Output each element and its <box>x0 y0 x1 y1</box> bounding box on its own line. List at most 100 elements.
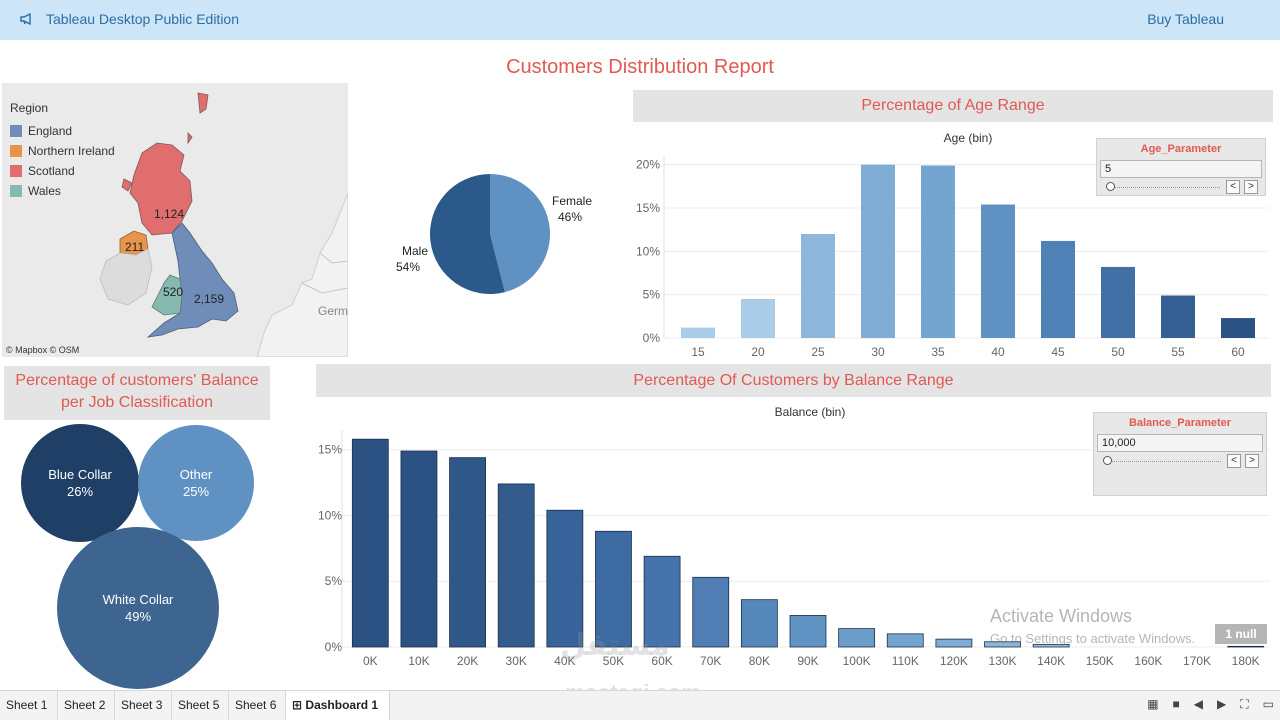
bar-10K[interactable] <box>400 450 438 648</box>
y-tick-label: 10% <box>636 244 660 258</box>
balance-bar-chart[interactable]: 0% 5% 10% 15% 0K 10K 20K 30K 40K 50K 60K 70K 80K 90K 1… <box>300 420 1280 675</box>
bar-100K[interactable] <box>838 628 876 648</box>
age-bar-chart[interactable]: 0% 5% 10% 15% 20% 15 20 25 30 35 40 45 50 55 60 <box>620 148 1280 363</box>
slider-knob[interactable] <box>1103 456 1112 465</box>
bubble-blue-collar[interactable] <box>21 424 139 542</box>
region-england <box>146 222 239 338</box>
age-parameter-next-button[interactable]: > <box>1244 180 1258 194</box>
job-bubble-chart[interactable]: Blue Collar 26% Other 25% White Collar 49% <box>0 420 280 690</box>
age-axis-title: Age (bin) <box>943 131 993 145</box>
y-tick-label: 0% <box>643 331 661 345</box>
region-map[interactable]: 1,124 211 520 2,159 Germ Region England … <box>2 83 348 357</box>
legend-label: Scotland <box>28 164 75 178</box>
bar-30K[interactable] <box>497 483 535 648</box>
tab-sheet-1[interactable]: Sheet 1 <box>0 691 58 720</box>
balance-parameter-slider[interactable]: < > <box>1097 452 1263 472</box>
bar-110K[interactable] <box>886 633 924 648</box>
map-canvas: 1,124 211 520 2,159 Germ <box>99 92 348 357</box>
y-tick-label: 5% <box>325 574 343 588</box>
grid-view-icon[interactable]: ■ <box>1172 697 1180 711</box>
age-parameter-input[interactable]: 5 <box>1100 160 1262 178</box>
region-legend: Region England Northern Ireland Scotland… <box>10 101 115 201</box>
bar-30[interactable] <box>861 164 895 338</box>
bar-90K[interactable] <box>789 615 827 648</box>
legend-swatch <box>10 185 22 197</box>
bar-20K[interactable] <box>449 457 486 648</box>
fullscreen-icon[interactable]: ⛶ <box>1240 697 1249 711</box>
legend-item-northern-ireland[interactable]: Northern Ireland <box>10 141 115 161</box>
bar-120K[interactable] <box>935 638 973 648</box>
map-attribution: © Mapbox © OSM <box>6 345 80 355</box>
x-tick-label: 15 <box>691 345 705 359</box>
bubble-pct: 25% <box>183 484 209 499</box>
age-parameter-prev-button[interactable]: < <box>1226 180 1240 194</box>
bar-40[interactable] <box>981 204 1015 338</box>
bar-140K[interactable] <box>1032 643 1070 648</box>
bubble-label: Other <box>180 467 213 482</box>
buy-tableau-link[interactable]: Buy Tableau <box>1147 11 1224 27</box>
presentation-icon[interactable]: ▭ <box>1262 697 1274 711</box>
bar-50K[interactable] <box>595 530 632 648</box>
legend-item-scotland[interactable]: Scotland <box>10 161 115 181</box>
pie-slice-female[interactable] <box>490 174 551 293</box>
balance-panel-title: Percentage Of Customers by Balance Range <box>316 364 1271 397</box>
pie-slice-male[interactable] <box>430 174 505 294</box>
bubble-pct: 49% <box>125 609 151 624</box>
x-tick-label: 55 <box>1171 345 1185 359</box>
bar-130K[interactable] <box>984 641 1021 648</box>
age-panel-title: Percentage of Age Range <box>633 90 1273 122</box>
bubble-label: Blue Collar <box>48 467 112 482</box>
bar-35[interactable] <box>921 165 955 338</box>
film-strip-icon[interactable]: ▦ <box>1147 697 1159 711</box>
scroll-right-icon[interactable]: ▶ <box>1217 697 1227 711</box>
gender-pie-chart[interactable]: Female 46% Male 54% <box>380 160 630 310</box>
bar-20[interactable] <box>741 299 775 338</box>
balance-parameter-input[interactable]: 10,000 <box>1097 434 1263 452</box>
tab-sheet-6[interactable]: Sheet 6 <box>229 691 286 720</box>
bar-40K[interactable] <box>546 509 584 648</box>
map-label-england: 2,159 <box>194 292 224 306</box>
slider-knob[interactable] <box>1106 182 1115 191</box>
x-tick-label: 110K <box>892 654 919 668</box>
bar-70K[interactable] <box>692 576 730 648</box>
activate-line1: Activate Windows <box>990 606 1133 626</box>
x-tick-label: 150K <box>1086 654 1114 668</box>
app-brand: Tableau Desktop Public Edition <box>20 11 239 27</box>
tab-sheet-3[interactable]: Sheet 3 <box>115 691 172 720</box>
x-tick-label: 20K <box>457 654 478 668</box>
x-tick-label: 45 <box>1051 345 1065 359</box>
region-scotland <box>129 142 193 236</box>
bar-60K[interactable] <box>643 555 681 648</box>
scroll-left-icon[interactable]: ◀ <box>1193 697 1204 711</box>
x-tick-label: 160K <box>1134 654 1162 668</box>
age-parameter-slider[interactable]: < > <box>1100 178 1262 198</box>
bar-60[interactable] <box>1221 318 1255 338</box>
bar-180K[interactable] <box>1227 645 1265 648</box>
tab-dashboard-1[interactable]: ⊞ Dashboard 1 <box>286 691 390 720</box>
balance-parameter-next-button[interactable]: > <box>1245 454 1259 468</box>
bar-25[interactable] <box>801 234 835 338</box>
legend-item-england[interactable]: England <box>10 121 115 141</box>
bar-15[interactable] <box>681 327 715 338</box>
bar-0K[interactable] <box>351 438 389 648</box>
balance-parameter-prev-button[interactable]: < <box>1227 454 1241 468</box>
bar-50[interactable] <box>1101 266 1135 338</box>
bubble-other[interactable] <box>138 425 254 541</box>
sheet-tab-bar: Sheet 1 Sheet 2 Sheet 3 Sheet 5 Sheet 6 … <box>0 690 1280 720</box>
tab-sheet-2[interactable]: Sheet 2 <box>58 691 115 720</box>
legend-item-wales[interactable]: Wales <box>10 181 115 201</box>
bubble-white-collar[interactable] <box>57 527 219 689</box>
age-parameter-label: Age_Parameter <box>1140 143 1222 155</box>
x-tick-label: 170K <box>1183 654 1211 668</box>
region-wales <box>151 274 183 316</box>
bar-55[interactable] <box>1161 295 1195 338</box>
tab-sheet-5[interactable]: Sheet 5 <box>172 691 229 720</box>
null-indicator-badge[interactable]: 1 null <box>1215 624 1267 644</box>
y-tick-label: 15% <box>318 443 342 457</box>
bar-45[interactable] <box>1041 240 1075 338</box>
x-tick-label: 90K <box>797 654 818 668</box>
bar-80K[interactable] <box>740 599 778 648</box>
bubble-pct: 26% <box>67 484 93 499</box>
job-panel-title: Percentage of customers' Balance per Job… <box>4 366 270 420</box>
